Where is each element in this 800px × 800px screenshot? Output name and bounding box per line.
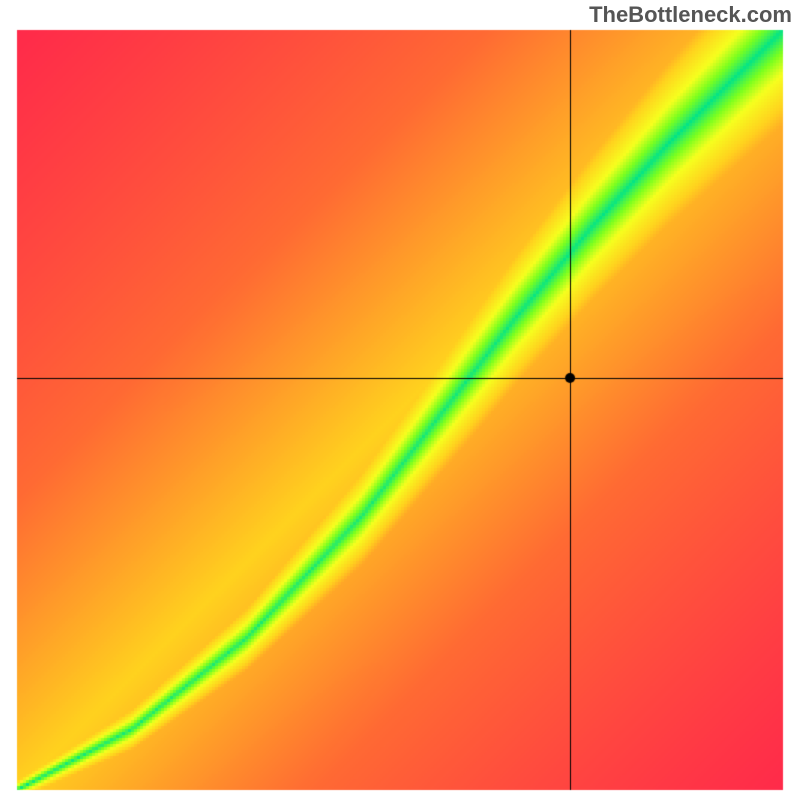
bottleneck-heatmap	[0, 0, 800, 800]
watermark-text: TheBottleneck.com	[589, 2, 792, 28]
